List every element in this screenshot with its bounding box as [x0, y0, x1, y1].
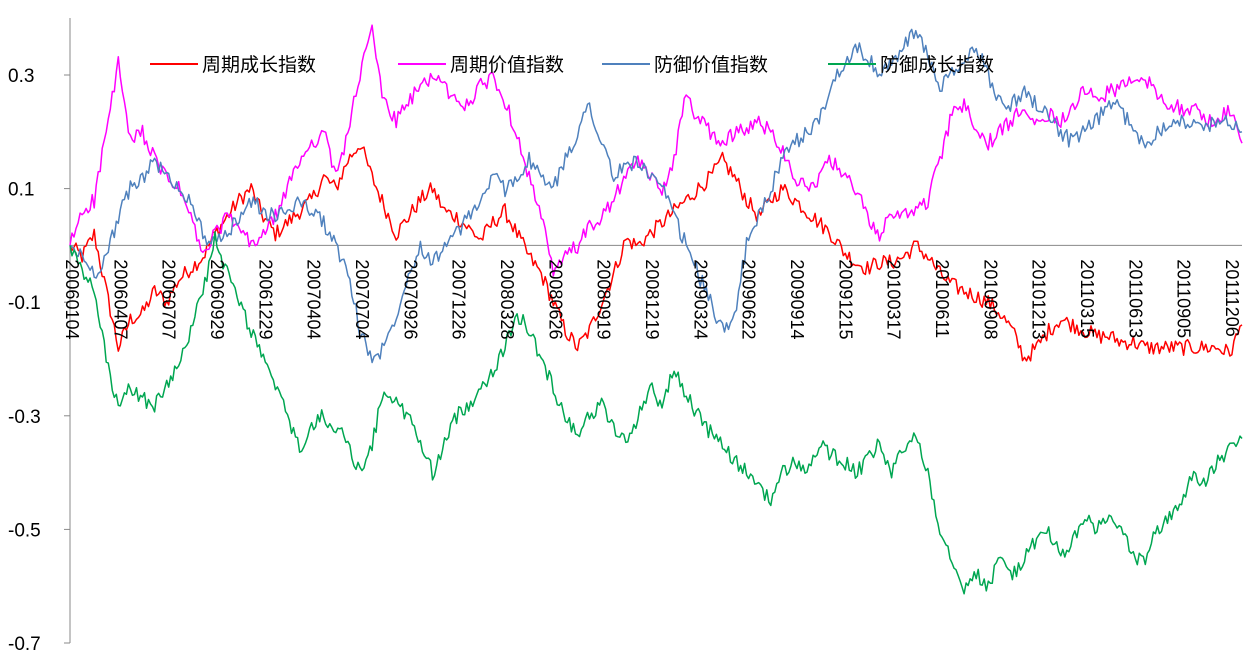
legend: 周期成长指数 周期价值指数 防御价值指数 防御成长指数 — [150, 54, 994, 76]
x-tick-label: 20061229 — [255, 259, 275, 339]
y-tick-label: -0.7 — [8, 634, 41, 655]
legend-label: 周期成长指数 — [202, 54, 316, 76]
y-tick-label: -0.1 — [8, 293, 41, 314]
x-tick-label: 20090914 — [787, 259, 807, 339]
x-axis-tick-labels: 20060104 20060407 20060707 20060929 20061229… — [62, 259, 1242, 339]
x-tick-label: 20080919 — [594, 259, 614, 339]
x-tick-label: 20070926 — [400, 259, 420, 339]
legend-label: 防御价值指数 — [654, 54, 768, 76]
legend-label: 周期价值指数 — [450, 54, 564, 76]
x-tick-label: 20070404 — [304, 259, 324, 339]
x-tick-label: 20090622 — [739, 259, 759, 339]
y-tick-label: -0.3 — [8, 407, 41, 428]
series-line-4 — [69, 231, 1243, 595]
x-tick-label: 20100611 — [932, 259, 952, 338]
x-tick-label: 20060929 — [207, 259, 227, 339]
x-tick-label: 20091215 — [835, 259, 855, 339]
x-tick-label: 20081219 — [642, 259, 662, 339]
x-tick-label: 20070704 — [352, 259, 372, 339]
y-tick-label: -0.5 — [8, 520, 41, 541]
x-tick-label: 20110315 — [1077, 259, 1097, 338]
x-tick-label: 20100317 — [884, 259, 904, 339]
x-tick-label: 20111206 — [1222, 259, 1242, 336]
axes: 0.3 0.1 -0.1 -0.3 -0.5 -0.7 — [8, 18, 1242, 655]
x-tick-label: 20060707 — [159, 259, 179, 339]
x-tick-label: 20060407 — [110, 259, 130, 339]
x-tick-label: 20080328 — [497, 259, 517, 339]
y-tick-label: 0.1 — [8, 180, 34, 201]
x-tick-label: 20100908 — [980, 259, 1000, 339]
y-tick-label: 0.3 — [8, 66, 34, 87]
x-tick-label: 20080626 — [545, 259, 565, 339]
series-line-1 — [69, 146, 1243, 362]
x-tick-label: 20090324 — [690, 259, 710, 339]
series-line-3 — [69, 28, 1243, 364]
series-lines — [69, 24, 1243, 595]
legend-label: 防御成长指数 — [880, 54, 994, 76]
x-tick-label: 20071226 — [449, 259, 469, 339]
x-tick-label: 20110613 — [1125, 259, 1145, 338]
x-tick-label: 20110905 — [1174, 259, 1194, 338]
x-tick-label: 20101213 — [1029, 259, 1049, 339]
x-tick-label: 20060104 — [62, 259, 82, 339]
